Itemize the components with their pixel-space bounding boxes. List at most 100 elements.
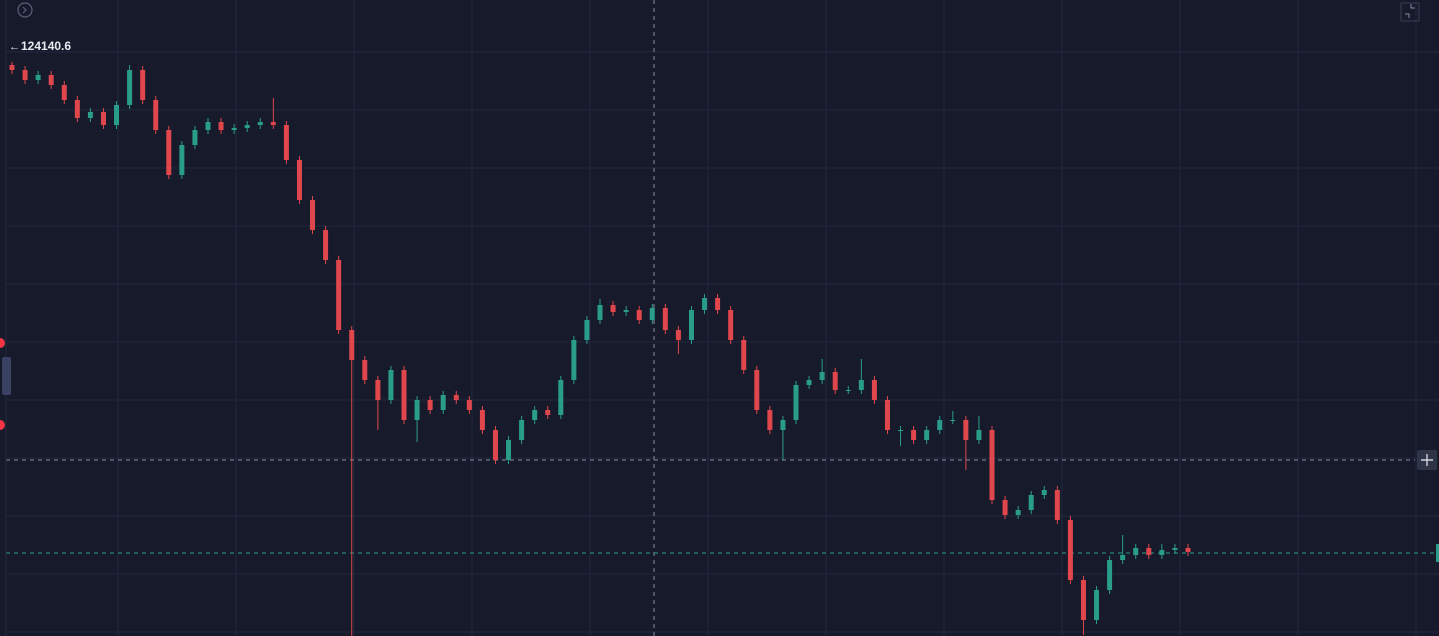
candle-body <box>1120 555 1126 560</box>
candle-body <box>898 430 904 431</box>
candle-body <box>506 440 512 460</box>
candle-body <box>1067 520 1073 580</box>
candle-body <box>74 100 80 118</box>
candle-body <box>571 340 577 380</box>
candle-body <box>153 100 159 130</box>
candle-body <box>87 112 93 118</box>
candle-body <box>283 125 289 160</box>
candle-body <box>1041 490 1047 495</box>
candle-body <box>845 390 851 391</box>
candle-body <box>114 105 120 125</box>
candle-body <box>231 128 237 130</box>
candle-body <box>218 122 224 130</box>
candle-body <box>466 400 472 410</box>
candle-body <box>519 420 525 440</box>
collapse-icon <box>22 6 27 14</box>
candle-body <box>649 308 655 320</box>
candle-body <box>662 308 668 330</box>
candle-body <box>375 380 381 400</box>
candle-body <box>884 400 890 430</box>
candle-body <box>166 130 172 175</box>
price-marker <box>1436 544 1439 562</box>
candle-body <box>924 430 930 440</box>
candle-body <box>9 65 15 70</box>
candle-body <box>323 230 329 260</box>
candle-body <box>545 410 551 415</box>
candle-body <box>584 320 590 340</box>
candle-body <box>35 75 41 80</box>
candle-body <box>388 370 394 400</box>
candle-body <box>636 310 642 320</box>
fullscreen-icon <box>1405 4 1415 18</box>
candle-body <box>270 122 276 125</box>
candle-body <box>741 340 747 370</box>
candle-body <box>492 430 498 460</box>
candle-body <box>558 380 564 415</box>
candle-body <box>1159 550 1165 555</box>
candle-body <box>22 70 28 80</box>
candle-body <box>858 380 864 390</box>
candle-body <box>414 400 420 420</box>
candle-body <box>1028 495 1034 510</box>
arrow-icon: ← <box>9 41 20 53</box>
candle-body <box>453 395 459 400</box>
candle-body <box>1107 560 1113 590</box>
candle-body <box>806 380 812 385</box>
candle-body <box>623 310 629 312</box>
candle-body <box>702 298 708 310</box>
candle-body <box>871 380 877 400</box>
grid <box>6 0 1439 636</box>
fullscreen-button[interactable] <box>1400 2 1420 22</box>
candle-body <box>688 310 694 340</box>
candle-body <box>427 400 433 410</box>
candle-body <box>440 395 446 410</box>
side-handle[interactable] <box>2 357 11 395</box>
candle-body <box>257 122 263 125</box>
candle-body <box>963 420 969 440</box>
candle-body <box>675 330 681 340</box>
candle-body <box>728 310 734 340</box>
candle-body <box>1054 490 1060 520</box>
alert-dot[interactable] <box>0 338 5 348</box>
candle-body <box>989 430 995 500</box>
candle-body <box>597 305 603 320</box>
candle-body <box>61 85 67 100</box>
candle-body <box>1172 548 1178 550</box>
candle-body <box>819 372 825 380</box>
candle-body <box>362 360 368 380</box>
candle-body <box>349 330 355 360</box>
candle-body <box>1094 590 1100 620</box>
candle-body <box>192 130 198 145</box>
candle-body <box>1002 500 1008 515</box>
candle-body <box>532 410 538 420</box>
add-icon <box>1421 454 1433 466</box>
candle-body <box>336 260 342 330</box>
candle-body <box>610 305 616 312</box>
candle-body <box>793 385 799 420</box>
candle-body <box>401 370 407 420</box>
candle-body <box>179 145 185 175</box>
candle-body <box>205 122 211 130</box>
candle-body <box>310 200 316 230</box>
candle-body <box>911 430 917 440</box>
candle-body <box>244 125 250 128</box>
alert-dot[interactable] <box>0 420 5 430</box>
max-price-label: 124140.6 <box>21 39 71 53</box>
candle-body <box>296 160 302 200</box>
candle-body <box>1133 548 1139 555</box>
candle-body <box>715 298 721 310</box>
candle-body <box>754 370 760 410</box>
candle-body <box>48 75 54 85</box>
candle-body <box>1080 580 1086 620</box>
candles <box>9 61 1191 636</box>
collapse-button[interactable] <box>17 2 33 18</box>
candle-body <box>100 112 106 125</box>
candle-body <box>127 70 133 105</box>
candle-body <box>767 410 773 430</box>
candle-body <box>1015 510 1021 515</box>
candle-body <box>937 420 943 430</box>
candle-body <box>950 420 956 421</box>
candle-body <box>479 410 485 430</box>
